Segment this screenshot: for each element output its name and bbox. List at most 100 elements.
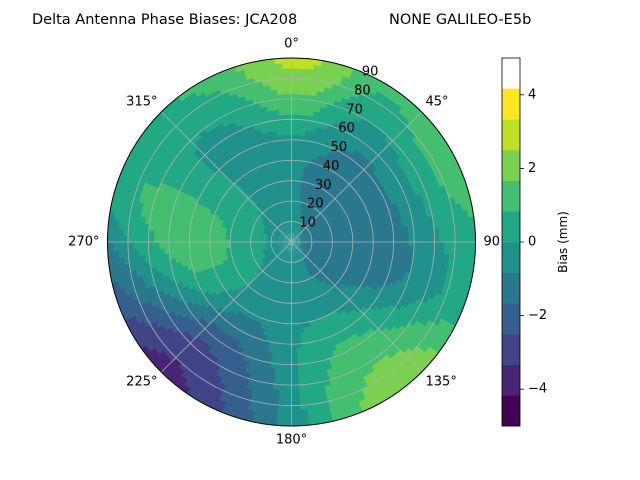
contour-cell — [304, 262, 310, 269]
contour-cell — [272, 231, 279, 236]
contour-cell — [280, 260, 284, 267]
contour-cell — [312, 281, 318, 288]
contour-cell — [266, 232, 273, 237]
contour-cell — [281, 229, 286, 235]
contour-cell — [286, 232, 290, 238]
contour-cell — [255, 219, 262, 225]
contour-cell — [333, 257, 341, 263]
contour-cell — [274, 228, 281, 233]
contour-cell — [236, 224, 244, 230]
contour-cell — [275, 203, 280, 210]
contour-cell — [283, 250, 288, 257]
contour-cell — [246, 227, 253, 232]
contour-cell — [256, 232, 263, 236]
contour-cell — [314, 218, 321, 224]
contour-cell — [312, 268, 319, 275]
contour-cell — [272, 223, 278, 229]
contour-cell — [301, 219, 306, 226]
contour-cell — [286, 226, 290, 233]
contour-cell — [299, 260, 303, 267]
contour-cell — [281, 229, 286, 235]
contour-cell — [281, 243, 288, 246]
contour-cell — [301, 191, 306, 199]
contour-cell — [277, 285, 282, 293]
contour-cell — [298, 248, 304, 253]
contour-cell — [273, 222, 279, 228]
contour-cell — [303, 203, 308, 210]
contour-cell — [283, 261, 287, 268]
contour-cell — [276, 244, 283, 247]
contour-cell — [300, 234, 306, 238]
contour-cell — [331, 260, 339, 267]
contour-cell — [304, 248, 311, 252]
contour-cell — [285, 245, 289, 251]
contour-cell — [276, 213, 282, 220]
contour-cell — [280, 265, 285, 272]
contour-cell — [305, 268, 310, 275]
contour-cell — [276, 244, 283, 248]
contour-cell — [320, 230, 327, 235]
contour-cell — [267, 195, 273, 202]
contour-cell — [288, 231, 291, 238]
contour-cell — [264, 268, 271, 275]
contour-cell — [266, 257, 273, 263]
contour-cell — [274, 251, 281, 256]
contour-cell — [306, 217, 312, 223]
contour-cell — [292, 246, 294, 253]
contour-cell — [286, 246, 290, 252]
contour-cell — [295, 244, 301, 249]
contour-cell — [257, 253, 265, 258]
contour-cell — [309, 248, 316, 253]
contour-cell — [260, 256, 267, 262]
contour-cell — [305, 279, 310, 286]
contour-cell — [310, 247, 317, 252]
contour-cell — [265, 224, 271, 229]
contour-cell — [296, 239, 302, 242]
contour-cell — [275, 243, 282, 246]
contour-cell — [269, 283, 275, 290]
contour-cell — [324, 215, 331, 221]
contour-cell — [266, 234, 273, 237]
contour-cell — [310, 287, 316, 295]
contour-cell — [269, 199, 275, 207]
contour-cell — [317, 223, 324, 229]
contour-cell — [302, 251, 309, 256]
contour-cell — [277, 246, 284, 251]
contour-cell — [276, 264, 282, 271]
contour-cell — [258, 263, 265, 269]
contour-cell — [303, 274, 308, 281]
contour-cell — [257, 227, 264, 232]
contour-cell — [277, 246, 283, 250]
contour-cell — [262, 218, 269, 224]
contour-cell — [316, 256, 323, 262]
contour-cell — [280, 229, 286, 235]
contour-cell — [323, 264, 330, 271]
contour-cell — [273, 203, 279, 211]
contour-cell — [324, 253, 331, 259]
contour-cell — [284, 233, 289, 239]
contour-cell — [304, 203, 310, 211]
contour-cell — [281, 249, 286, 255]
contour-cell — [299, 246, 306, 250]
contour-cell — [307, 211, 313, 218]
contour-cell — [311, 215, 318, 221]
contour-cell — [304, 222, 310, 228]
contour-cell — [307, 226, 313, 231]
contour-cell — [296, 261, 300, 268]
contour-cell — [266, 276, 272, 283]
contour-cell — [277, 197, 282, 204]
contour-cell — [294, 233, 299, 239]
contour-cell — [306, 273, 311, 280]
contour-cell — [303, 214, 309, 221]
contour-cell — [308, 218, 314, 225]
contour-cell — [289, 231, 291, 238]
contour-cell — [273, 192, 279, 200]
contour-cell — [274, 268, 279, 275]
contour-cell — [323, 255, 330, 260]
contour-cell — [273, 284, 279, 292]
contour-cell — [304, 248, 311, 253]
contour-cell — [284, 227, 288, 234]
contour-cell — [339, 222, 346, 228]
contour-cell — [342, 217, 350, 224]
